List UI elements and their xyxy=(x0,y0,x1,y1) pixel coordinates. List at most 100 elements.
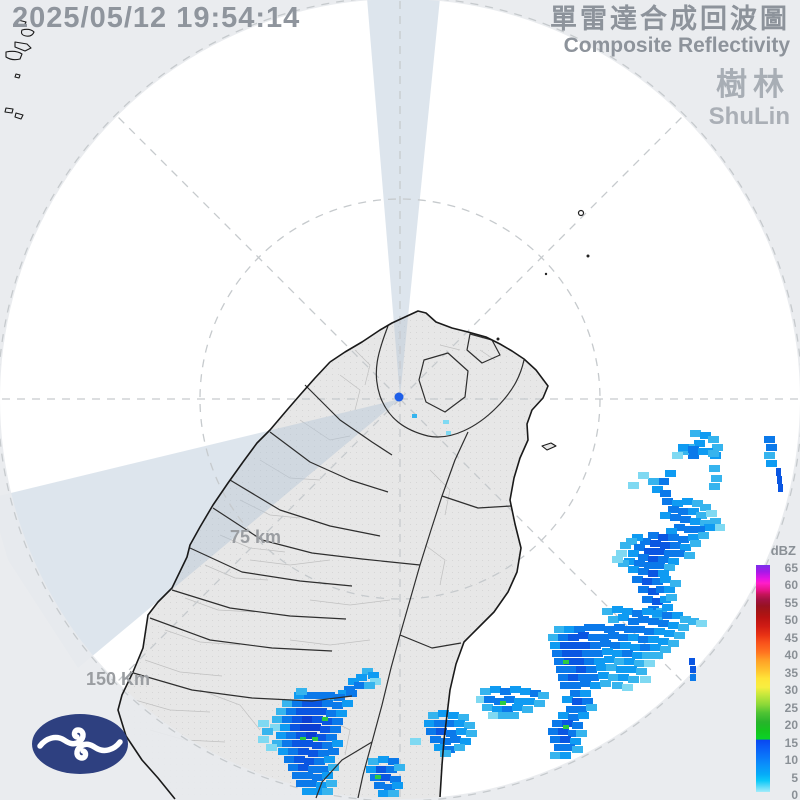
legend-tick-label: 5 xyxy=(791,770,798,785)
echo-cell xyxy=(640,644,651,651)
echo-cell xyxy=(384,784,395,791)
echo-cell xyxy=(600,640,611,647)
echo-cell xyxy=(276,732,287,739)
legend-tick-label: 55 xyxy=(784,595,798,610)
echo-cell xyxy=(678,444,689,451)
echo-cell xyxy=(304,692,315,699)
echo-cell xyxy=(644,548,655,555)
echo-cell xyxy=(312,737,318,741)
echo-cell xyxy=(652,652,663,659)
echo-cell xyxy=(706,510,717,517)
echo-cell xyxy=(590,682,601,689)
echo-cell xyxy=(342,700,353,707)
echo-cell xyxy=(624,558,635,565)
echo-cell xyxy=(690,540,701,547)
echo-cell xyxy=(586,666,597,673)
legend-tick-label: 20 xyxy=(784,718,798,733)
title-block: 單雷達合成回波圖 Composite Reflectivity 樹林 ShuLi… xyxy=(550,4,790,130)
echo-cell xyxy=(306,780,317,787)
echo-cell xyxy=(582,650,593,657)
echo-cell xyxy=(666,528,677,535)
echo-cell xyxy=(330,726,341,733)
echo-cell xyxy=(628,482,639,489)
echo-cell xyxy=(322,742,333,749)
echo-cell xyxy=(614,658,625,665)
echo-cell xyxy=(688,618,699,625)
echo-cell xyxy=(480,688,491,695)
echo-cell xyxy=(660,596,671,603)
echo-cell xyxy=(636,668,647,675)
echo-cell xyxy=(766,444,777,451)
dbz-legend: dBZ 65 60 55 50 45 40 35 30 25 20 15 10 5 0 xyxy=(754,543,800,800)
echo-cell xyxy=(324,756,335,763)
echo-cell xyxy=(658,570,669,577)
echo-cell xyxy=(502,706,513,713)
echo-cell xyxy=(272,716,283,723)
echo-cell xyxy=(656,586,667,593)
legend-tick-label: 30 xyxy=(784,683,798,698)
echo-cell xyxy=(300,737,306,741)
echo-cell xyxy=(606,664,617,671)
echo-cell xyxy=(638,472,649,479)
echo-cell xyxy=(286,732,297,739)
echo-cell xyxy=(286,708,297,715)
echo-cell xyxy=(288,748,299,755)
echo-cell xyxy=(394,764,405,771)
echo-cell xyxy=(354,682,365,689)
echo-cell xyxy=(550,642,561,649)
legend-unit-label: dBZ xyxy=(770,543,796,558)
echo-cell xyxy=(563,660,569,664)
echo-cell xyxy=(652,486,663,493)
echo-cell xyxy=(548,728,559,735)
echo-cell xyxy=(648,556,659,563)
echo-cell xyxy=(508,712,519,719)
echo-cell xyxy=(282,740,293,747)
echo-cell xyxy=(308,750,319,757)
county-borders xyxy=(129,325,525,799)
legend-tick-label: 60 xyxy=(784,578,798,593)
echo-cell xyxy=(614,624,625,631)
echo-cell xyxy=(665,470,676,477)
echo-cell xyxy=(648,606,659,613)
echo-cell xyxy=(638,616,649,623)
echo-cell xyxy=(704,524,715,531)
echo-cell xyxy=(674,524,685,531)
echo-cell xyxy=(682,498,693,505)
echo-cell xyxy=(628,550,639,557)
echo-cell xyxy=(628,618,639,625)
echo-cell xyxy=(588,674,599,681)
echo-cell xyxy=(464,722,475,729)
echo-cell xyxy=(668,558,679,565)
echo-cell xyxy=(642,608,653,615)
echo-cell xyxy=(644,628,655,635)
echo-cell xyxy=(444,720,455,727)
echo-cell xyxy=(580,680,591,687)
echo-cell xyxy=(306,708,317,715)
echo-cell xyxy=(522,706,533,713)
legend-tick-label: 25 xyxy=(784,700,798,715)
echo-cell xyxy=(570,682,581,689)
echo-cell xyxy=(312,700,323,707)
echo-cell xyxy=(448,712,459,719)
echo-cell xyxy=(678,624,689,631)
echo-cell xyxy=(660,576,671,583)
echo-cell xyxy=(568,730,579,737)
echo-cell xyxy=(428,712,439,719)
echo-cell xyxy=(660,490,671,497)
echo-cell xyxy=(560,682,571,689)
echo-cell xyxy=(604,626,615,633)
echo-cell xyxy=(460,738,471,745)
echo-cell xyxy=(390,776,401,783)
echo-cell xyxy=(696,512,707,519)
product-title-zh: 單雷達合成回波圖 xyxy=(550,4,790,34)
echo-cell xyxy=(650,644,661,651)
echo-cell xyxy=(494,698,505,705)
echo-cell xyxy=(554,744,565,751)
echo-cell xyxy=(312,716,323,723)
echo-cell xyxy=(320,726,331,733)
echo-cell xyxy=(288,764,299,771)
echo-cell xyxy=(328,764,339,771)
echo-cell xyxy=(484,696,495,703)
echo-cell xyxy=(568,674,579,681)
